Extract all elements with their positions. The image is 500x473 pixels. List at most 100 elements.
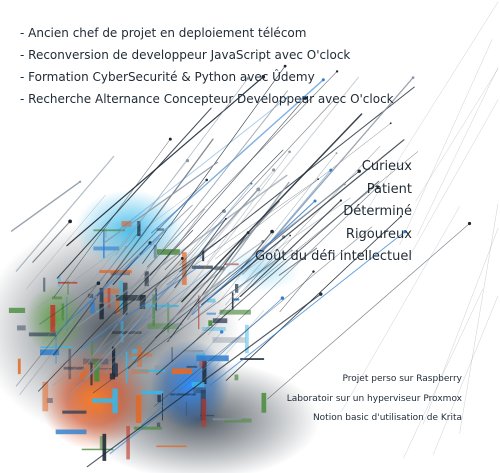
decor-line bbox=[150, 79, 325, 234]
project-item: Notion basic d'utilisation de Krita bbox=[312, 413, 462, 423]
decor-block bbox=[93, 229, 125, 232]
decor-dot bbox=[321, 78, 325, 82]
decor-block bbox=[50, 305, 56, 333]
decor-block bbox=[126, 426, 130, 460]
decor-block bbox=[200, 414, 215, 417]
decor-line bbox=[130, 183, 252, 334]
decor-block bbox=[40, 349, 60, 356]
decor-line bbox=[191, 200, 316, 316]
decor-dot bbox=[403, 230, 407, 234]
decor-block bbox=[137, 369, 165, 372]
decor-line bbox=[103, 254, 140, 288]
trait-item: Goût du défi intellectuel bbox=[255, 249, 412, 264]
decor-dot bbox=[225, 217, 227, 220]
decor-line bbox=[66, 76, 264, 247]
decor-block bbox=[206, 312, 216, 315]
decor-line bbox=[206, 250, 233, 284]
experience-item: - Reconversion de developpeur JavaScript… bbox=[20, 48, 351, 62]
decor-block bbox=[154, 365, 160, 371]
decor-block bbox=[91, 341, 94, 364]
decor-dot bbox=[125, 245, 127, 248]
decor-block bbox=[200, 253, 202, 259]
decor-dot bbox=[313, 199, 317, 203]
decor-line bbox=[26, 194, 106, 289]
decor-dot bbox=[256, 187, 261, 192]
decor-block bbox=[214, 266, 225, 271]
decor-line bbox=[201, 139, 405, 306]
decor-line bbox=[225, 215, 402, 381]
decor-block bbox=[169, 323, 183, 326]
decor-block bbox=[240, 358, 265, 360]
decor-line bbox=[422, 228, 499, 425]
decor-block bbox=[112, 363, 118, 377]
decor-line bbox=[192, 146, 381, 344]
decor-line bbox=[118, 97, 287, 231]
experience-item: - Recherche Alternance Concepteur Develo… bbox=[20, 92, 394, 106]
decor-line bbox=[238, 186, 379, 321]
decor-line bbox=[141, 257, 183, 304]
decor-line bbox=[71, 237, 160, 320]
decor-line bbox=[150, 204, 193, 245]
decor-block bbox=[91, 398, 114, 403]
decor-line bbox=[52, 315, 145, 386]
decor-block bbox=[102, 433, 107, 461]
trait-item: Curieux bbox=[361, 159, 412, 174]
decor-line bbox=[161, 271, 232, 342]
decor-line bbox=[153, 226, 373, 407]
decor-line bbox=[224, 236, 285, 306]
decor-block bbox=[67, 280, 69, 295]
decor-block bbox=[196, 355, 229, 362]
decor-dot bbox=[283, 64, 287, 68]
decor-line bbox=[176, 197, 351, 320]
decor-line bbox=[267, 223, 470, 400]
decor-line bbox=[174, 218, 227, 289]
decor-dot bbox=[95, 295, 97, 298]
decor-block bbox=[120, 320, 124, 343]
decor-line bbox=[81, 265, 201, 349]
decor-block bbox=[167, 303, 170, 333]
decor-line bbox=[209, 231, 406, 387]
decor-dot bbox=[335, 70, 339, 73]
decor-line bbox=[127, 90, 288, 295]
decor-block bbox=[137, 346, 142, 367]
decor-block bbox=[195, 353, 206, 357]
decor-block bbox=[102, 228, 107, 238]
decor-block bbox=[90, 302, 95, 314]
decor-dot bbox=[246, 231, 250, 235]
decor-dot bbox=[79, 180, 82, 183]
decor-block bbox=[42, 381, 49, 412]
decor-block bbox=[171, 347, 173, 362]
decor-block bbox=[115, 297, 120, 314]
decor-dot bbox=[185, 159, 190, 163]
decor-block bbox=[99, 303, 104, 320]
decor-block bbox=[121, 221, 132, 227]
decor-block bbox=[199, 357, 206, 368]
decor-dot bbox=[216, 161, 218, 164]
decor-line bbox=[218, 151, 419, 314]
decor-block bbox=[201, 327, 226, 331]
decor-line bbox=[32, 220, 71, 263]
decor-block bbox=[139, 294, 146, 310]
decor-block bbox=[155, 288, 157, 311]
decor-block bbox=[141, 390, 164, 395]
decor-block bbox=[90, 362, 93, 386]
decor-line bbox=[19, 296, 97, 395]
decor-block bbox=[55, 429, 87, 435]
decor-line bbox=[341, 206, 460, 412]
decor-dot bbox=[180, 257, 184, 260]
decor-line bbox=[415, 68, 499, 202]
decor-block bbox=[84, 362, 88, 383]
decor-block bbox=[57, 276, 61, 287]
decor-line bbox=[129, 240, 264, 337]
decor-block bbox=[202, 359, 207, 384]
decor-line bbox=[104, 169, 275, 374]
decor-dot bbox=[272, 168, 276, 172]
decor-dot bbox=[280, 296, 285, 300]
decor-block bbox=[63, 366, 85, 370]
decor-line bbox=[403, 288, 484, 459]
decor-block bbox=[245, 324, 249, 354]
decor-block bbox=[40, 346, 72, 348]
decor-block bbox=[99, 287, 104, 303]
decor-block bbox=[99, 436, 103, 450]
